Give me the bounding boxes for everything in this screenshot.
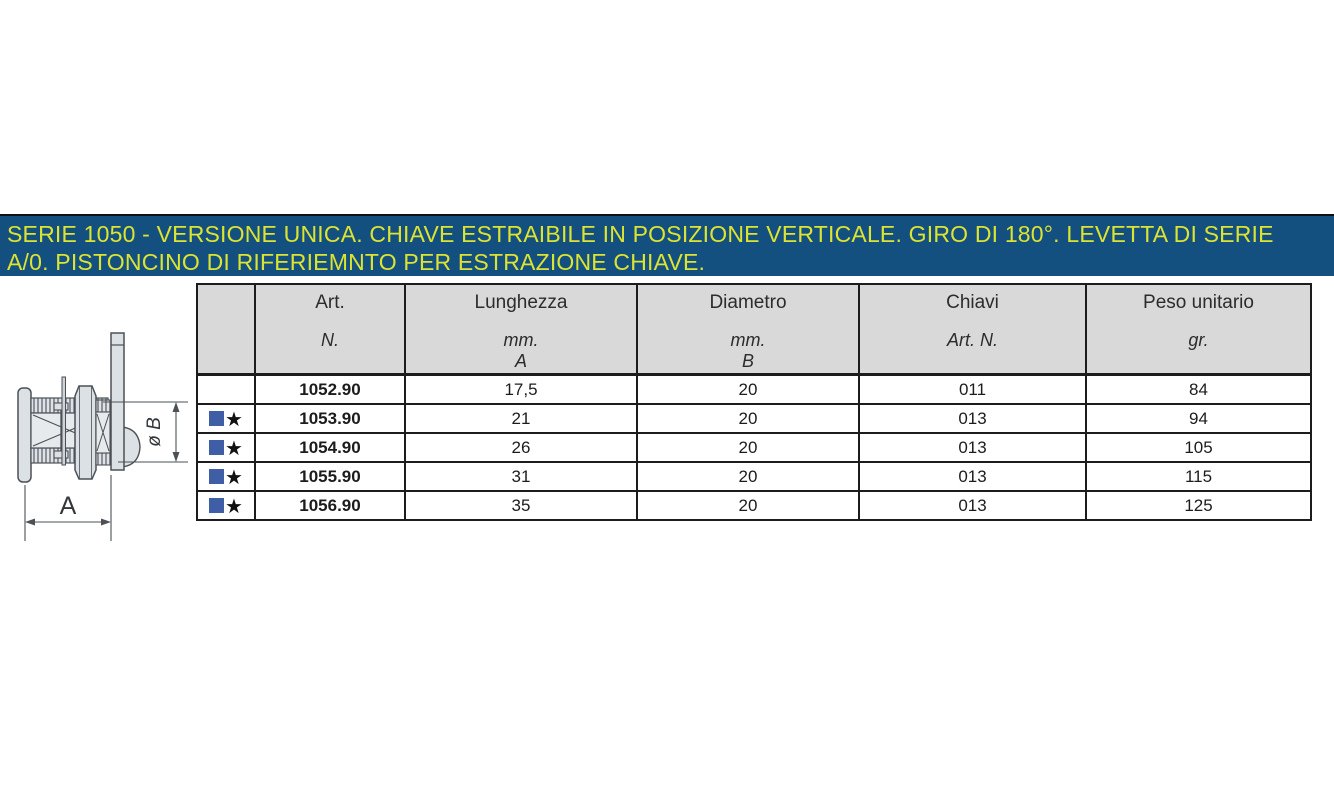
marker-cell: ★ xyxy=(196,461,256,492)
table-row: ★ 1056.90 35 20 013 125 xyxy=(196,490,1312,521)
marker-cell: ★ xyxy=(196,403,256,434)
col-title: Chiavi xyxy=(946,292,999,313)
col-unit: N. xyxy=(321,330,339,350)
keys-cell: 011 xyxy=(858,373,1087,405)
col-header-length: Lunghezza mm. A xyxy=(404,283,638,376)
art-number-cell: 1056.90 xyxy=(254,490,406,521)
blue-square-icon xyxy=(209,497,225,513)
art-number-cell: 1053.90 xyxy=(254,403,406,434)
marker-cell: ★ xyxy=(196,432,256,463)
blue-square-icon xyxy=(209,439,225,455)
cam-lobe xyxy=(121,426,141,468)
col-title: Peso unitario xyxy=(1143,292,1254,313)
dim-b-label: ø B xyxy=(144,417,165,447)
star-icon: ★ xyxy=(225,437,243,460)
keys-cell: 013 xyxy=(858,432,1087,463)
marker-cell xyxy=(196,373,256,405)
star-icon: ★ xyxy=(225,495,243,518)
dim-a-label: A xyxy=(60,492,77,520)
diameter-cell: 20 xyxy=(636,373,860,405)
blue-square-icon xyxy=(209,468,225,484)
art-number-cell: 1055.90 xyxy=(254,461,406,492)
dim-a-arrow-right xyxy=(101,518,111,526)
dim-b-arrow-top xyxy=(172,402,180,412)
lock-flange xyxy=(17,387,32,483)
col-dim xyxy=(861,351,1084,371)
keys-cell: 013 xyxy=(858,403,1087,434)
art-number-cell: 1054.90 xyxy=(254,432,406,463)
series-banner: SERIE 1050 - VERSIONE UNICA. CHIAVE ESTR… xyxy=(0,214,1334,276)
col-unit: Art. N. xyxy=(946,330,998,350)
fixing-nut xyxy=(74,385,97,480)
reference-pin xyxy=(61,376,66,466)
diameter-cell: 20 xyxy=(636,432,860,463)
cam-lock-drawing-svg: ø B A xyxy=(17,332,188,541)
col-title: Lunghezza xyxy=(474,292,568,313)
col-unit: mm. xyxy=(730,330,766,350)
diameter-cell: 20 xyxy=(636,461,860,492)
length-cell: 26 xyxy=(404,432,638,463)
weight-cell: 84 xyxy=(1085,373,1312,405)
col-unit: mm. xyxy=(503,330,539,350)
cam-lock-technical-drawing: ø B A xyxy=(8,330,208,545)
col-dim: B xyxy=(741,351,754,371)
col-dim: A xyxy=(514,351,527,371)
col-dim xyxy=(1088,351,1309,371)
length-cell: 17,5 xyxy=(404,373,638,405)
weight-cell: 105 xyxy=(1085,432,1312,463)
col-header-art: Art. N. xyxy=(254,283,406,376)
star-icon: ★ xyxy=(225,466,243,489)
col-header-weight: Peso unitario gr. xyxy=(1085,283,1312,376)
thread-right-bottom xyxy=(95,452,111,466)
table-row: ★ 1055.90 31 20 013 115 xyxy=(196,461,1312,492)
table-row: ★ 1054.90 26 20 013 105 xyxy=(196,432,1312,463)
star-icon: ★ xyxy=(225,408,243,431)
col-title: Art. xyxy=(315,292,345,313)
table-row: 1052.90 17,5 20 011 84 xyxy=(196,373,1312,405)
art-number-cell: 1052.90 xyxy=(254,373,406,405)
dim-a-arrow-left xyxy=(25,518,35,526)
header-row: Art. N. Lunghezza mm. A Diametro mm. B xyxy=(196,283,1312,376)
col-header-marker xyxy=(196,283,256,376)
series-banner-line-2: A/0. PISTONCINO DI RIFERIEMNTO PER ESTRA… xyxy=(7,249,706,275)
weight-cell: 125 xyxy=(1085,490,1312,521)
keys-cell: 013 xyxy=(858,461,1087,492)
col-title: Diametro xyxy=(709,292,787,313)
blue-square-icon xyxy=(209,410,225,426)
keys-cell: 013 xyxy=(858,490,1087,521)
series-banner-line-1: SERIE 1050 - VERSIONE UNICA. CHIAVE ESTR… xyxy=(7,221,1274,247)
col-unit: gr. xyxy=(1188,330,1209,350)
length-cell: 31 xyxy=(404,461,638,492)
col-dim xyxy=(257,351,403,371)
diameter-cell: 20 xyxy=(636,403,860,434)
dim-b-arrow-bottom xyxy=(172,452,180,462)
col-header-keys: Chiavi Art. N. xyxy=(858,283,1087,376)
weight-cell: 115 xyxy=(1085,461,1312,492)
length-cell: 21 xyxy=(404,403,638,434)
col-header-diameter: Diametro mm. B xyxy=(636,283,860,376)
diameter-cell: 20 xyxy=(636,490,860,521)
product-spec-table: Art. N. Lunghezza mm. A Diametro mm. B xyxy=(196,283,1312,521)
table-row: ★ 1053.90 21 20 013 94 xyxy=(196,403,1312,434)
length-cell: 35 xyxy=(404,490,638,521)
spec-table-wrap: Art. N. Lunghezza mm. A Diametro mm. B xyxy=(196,283,1312,521)
marker-cell: ★ xyxy=(196,490,256,521)
weight-cell: 94 xyxy=(1085,403,1312,434)
